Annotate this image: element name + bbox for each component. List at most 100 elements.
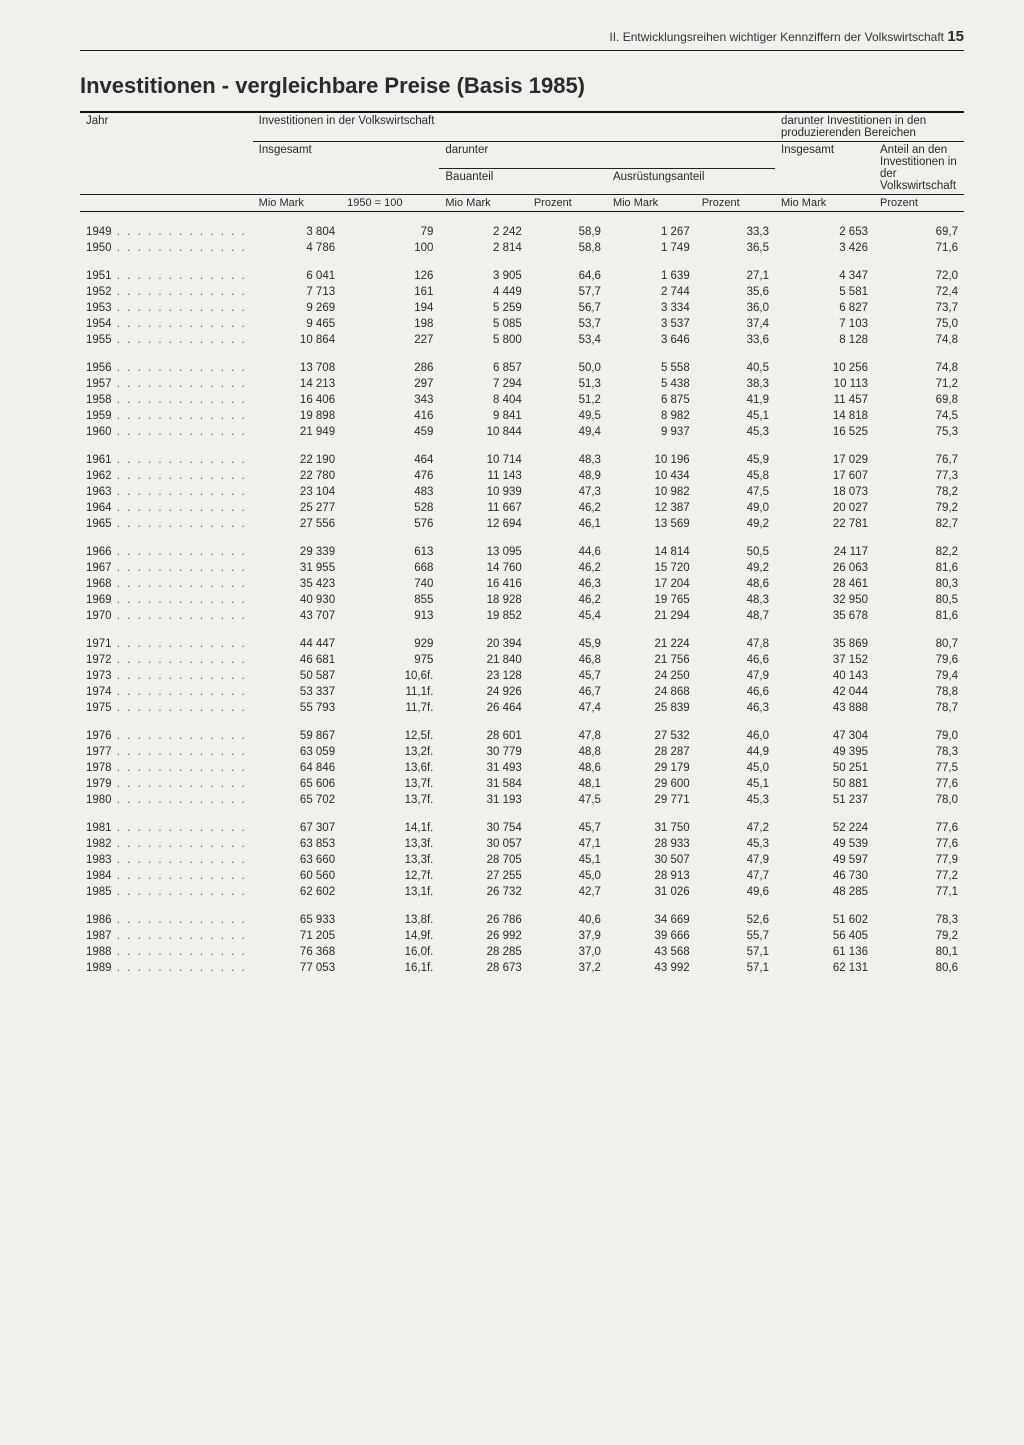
cell-value: 63 059 [253,744,341,760]
cell-value: 43 568 [607,944,696,960]
cell-value: 50,5 [696,544,775,560]
cell-value: 27 255 [439,868,527,884]
group-spacer [80,624,964,636]
cell-value: 69,8 [874,392,964,408]
cell-value: 79,2 [874,500,964,516]
cell-value: 126 [341,268,439,284]
cell-value: 17 204 [607,576,696,592]
cell-value: 30 754 [439,820,527,836]
hdr-u1: Mio Mark [253,195,341,212]
cell-value: 80,6 [874,960,964,976]
cell-value: 10 982 [607,484,696,500]
cell-value: 1 749 [607,240,696,256]
cell-value: 10,6f. [341,668,439,684]
cell-value: 47,1 [528,836,607,852]
cell-value: 48 285 [775,884,874,900]
cell-value: 25 277 [253,500,341,516]
cell-value: 37,0 [528,944,607,960]
cell-value: 45,9 [528,636,607,652]
cell-value: 64 846 [253,760,341,776]
cell-value: 43 992 [607,960,696,976]
cell-value: 76,7 [874,452,964,468]
cell-value: 13 095 [439,544,527,560]
cell-value: 46,3 [528,576,607,592]
cell-value: 32 950 [775,592,874,608]
cell-value: 79,6 [874,652,964,668]
cell-value: 74,8 [874,332,964,348]
cell-value: 46,3 [696,700,775,716]
cell-value: 2 744 [607,284,696,300]
cell-year: 1978 . . . . . . . . . . . . . [80,760,253,776]
cell-value: 71 205 [253,928,341,944]
hdr-u7: Mio Mark [775,195,874,212]
hdr-u8: Prozent [874,195,964,212]
table-row: 1959 . . . . . . . . . . . . .19 8984169… [80,408,964,424]
cell-value: 45,0 [528,868,607,884]
group-spacer [80,212,964,224]
cell-value: 47,7 [696,868,775,884]
cell-value: 28 933 [607,836,696,852]
cell-value: 50,0 [528,360,607,376]
cell-value: 286 [341,360,439,376]
cell-year: 1950 . . . . . . . . . . . . . [80,240,253,256]
cell-value: 80,3 [874,576,964,592]
cell-value: 483 [341,484,439,500]
cell-value: 43 707 [253,608,341,624]
cell-value: 198 [341,316,439,332]
cell-value: 464 [341,452,439,468]
cell-value: 47,8 [696,636,775,652]
cell-value: 71,6 [874,240,964,256]
cell-value: 79 [341,224,439,240]
cell-value: 51 602 [775,912,874,928]
hdr-volkswirtschaft: Investitionen in der Volkswirtschaft [253,113,775,142]
cell-value: 36,0 [696,300,775,316]
cell-value: 73,7 [874,300,964,316]
cell-value: 14 760 [439,560,527,576]
cell-value: 55,7 [696,928,775,944]
cell-value: 18 073 [775,484,874,500]
cell-value: 668 [341,560,439,576]
cell-value: 62 131 [775,960,874,976]
cell-value: 77,5 [874,760,964,776]
cell-value: 20 394 [439,636,527,652]
cell-year: 1954 . . . . . . . . . . . . . [80,316,253,332]
cell-value: 416 [341,408,439,424]
cell-value: 72,4 [874,284,964,300]
cell-value: 46,0 [696,728,775,744]
cell-value: 6 041 [253,268,341,284]
cell-value: 9 937 [607,424,696,440]
cell-value: 45,0 [696,760,775,776]
cell-year: 1965 . . . . . . . . . . . . . [80,516,253,532]
cell-value: 5 259 [439,300,527,316]
cell-value: 28 913 [607,868,696,884]
cell-value: 57,7 [528,284,607,300]
cell-value: 46 681 [253,652,341,668]
table-row: 1987 . . . . . . . . . . . . .71 20514,9… [80,928,964,944]
cell-value: 40 143 [775,668,874,684]
cell-value: 23 104 [253,484,341,500]
cell-value: 34 669 [607,912,696,928]
cell-value: 1 267 [607,224,696,240]
cell-year: 1976 . . . . . . . . . . . . . [80,728,253,744]
cell-year: 1968 . . . . . . . . . . . . . [80,576,253,592]
cell-year: 1989 . . . . . . . . . . . . . [80,960,253,976]
cell-value: 31 193 [439,792,527,808]
cell-value: 11 457 [775,392,874,408]
cell-value: 30 057 [439,836,527,852]
table-row: 1966 . . . . . . . . . . . . .29 3396131… [80,544,964,560]
cell-value: 71,2 [874,376,964,392]
table-row: 1961 . . . . . . . . . . . . .22 1904641… [80,452,964,468]
cell-year: 1949 . . . . . . . . . . . . . [80,224,253,240]
hdr-year: Jahr [80,113,253,195]
cell-value: 31 955 [253,560,341,576]
cell-value: 44 447 [253,636,341,652]
table-row: 1952 . . . . . . . . . . . . .7 7131614 … [80,284,964,300]
header-units: Mio Mark 1950 = 100 Mio Mark Prozent Mio… [80,195,964,212]
cell-value: 53,4 [528,332,607,348]
cell-value: 75,0 [874,316,964,332]
cell-value: 10 113 [775,376,874,392]
cell-value: 45,3 [696,424,775,440]
cell-value: 15 720 [607,560,696,576]
table-row: 1963 . . . . . . . . . . . . .23 1044831… [80,484,964,500]
cell-value: 16,1f. [341,960,439,976]
